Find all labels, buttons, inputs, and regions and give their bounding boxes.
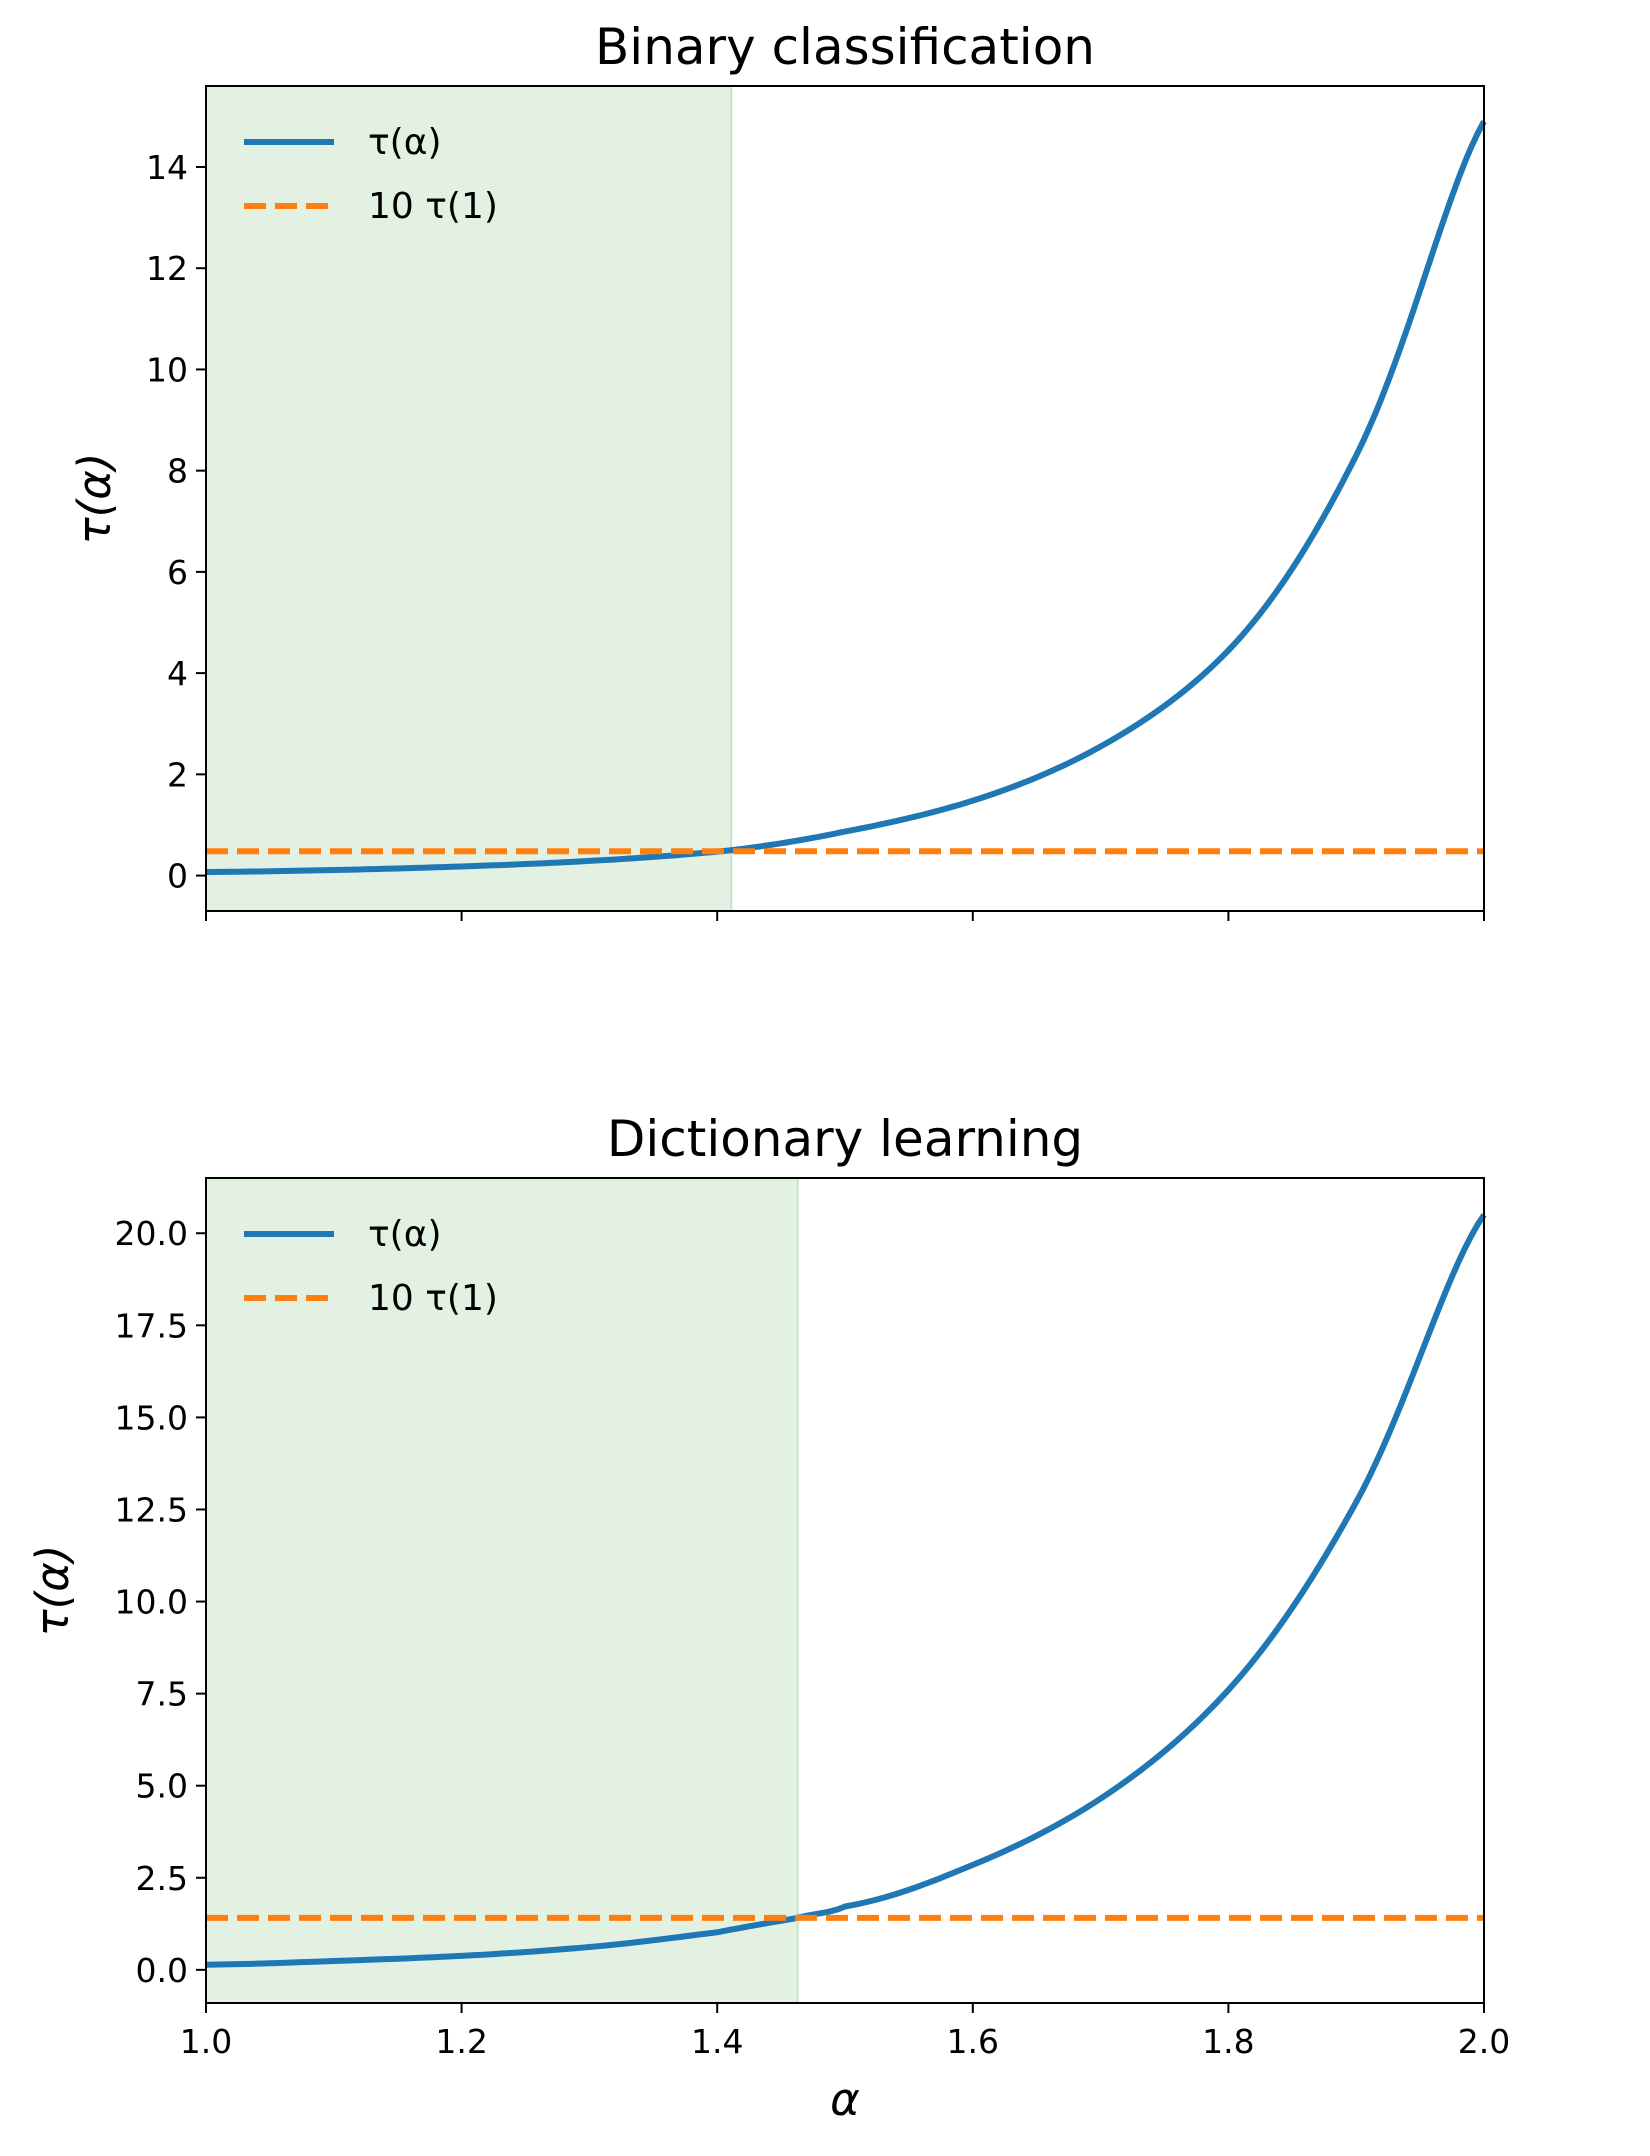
y-tick-label: 6 — [167, 553, 188, 592]
y-tick-label: 4 — [167, 654, 188, 693]
y-tick-label: 2 — [167, 755, 188, 794]
y-tick-label: 2.5 — [136, 1859, 188, 1898]
y-tick-label: 7.5 — [136, 1675, 188, 1714]
y-tick-label: 20.0 — [115, 1214, 188, 1253]
y-tick-label: 0 — [167, 857, 188, 896]
y-tick-label: 10 — [146, 350, 188, 389]
x-tick-label: 2.0 — [1458, 2022, 1510, 2061]
legend-label: 10 τ(1) — [368, 1278, 498, 1319]
series-line-tau — [205, 1213, 1487, 1968]
shaded-region — [206, 1178, 798, 2003]
legend-label: 10 τ(1) — [368, 186, 498, 227]
y-tick-label: 12.5 — [115, 1490, 188, 1529]
axes-frame — [205, 1177, 1485, 2004]
y-axis-label: τ(α) — [68, 453, 121, 545]
x-tick-label: 1.0 — [180, 2022, 232, 2061]
x-tick-label: 1.8 — [1202, 2022, 1254, 2061]
series-line-tau — [205, 120, 1487, 876]
chart-title: Dictionary learning — [607, 1110, 1083, 1168]
legend-label: τ(α) — [368, 122, 442, 163]
y-tick-label: 15.0 — [115, 1398, 188, 1437]
binary-classification-panel: 0 2 4 6 8 10 12 14 Binary classification τ(α) τ(α)… — [68, 18, 1487, 921]
y-tick-label: 0.0 — [136, 1951, 188, 1990]
x-tick-label: 1.2 — [435, 2022, 487, 2061]
shaded-region — [206, 86, 732, 911]
y-tick-label: 14 — [146, 148, 188, 187]
chart-title: Binary classification — [595, 18, 1095, 76]
y-tick-label: 12 — [146, 249, 188, 288]
y-tick-label: 8 — [167, 452, 188, 491]
y-tick-label: 17.5 — [115, 1306, 188, 1345]
axes-frame — [205, 85, 1485, 912]
y-tick-label: 5.0 — [136, 1767, 188, 1806]
y-tick-label: 10.0 — [115, 1583, 188, 1622]
dictionary-learning-panel: 0.0 2.5 5.0 7.5 10.0 12.5 15.0 17.5 20.0 1.0 1.2 1.… — [26, 1110, 1510, 2126]
x-tick-label: 1.6 — [947, 2022, 999, 2061]
y-axis-label: τ(α) — [26, 1545, 79, 1637]
x-tick-label: 1.4 — [691, 2022, 743, 2061]
x-axis-label: α — [830, 2073, 860, 2126]
legend-label: τ(α) — [368, 1214, 442, 1255]
